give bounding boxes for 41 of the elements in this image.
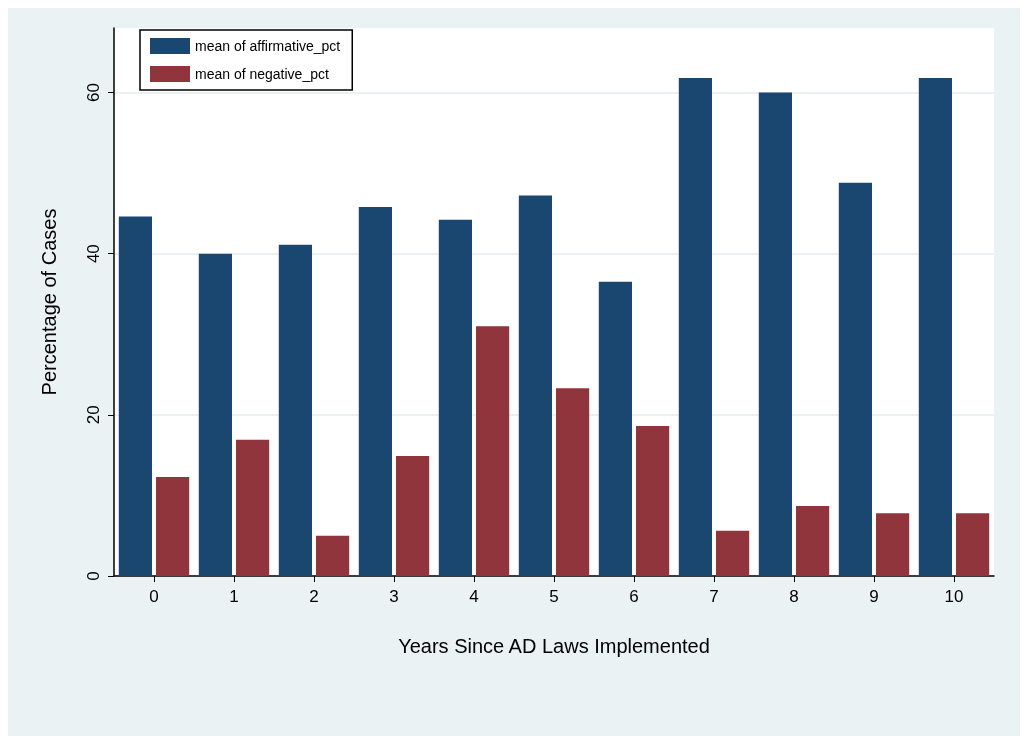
bar <box>235 439 270 576</box>
bar <box>795 505 830 576</box>
y-axis-title: Percentage of Cases <box>38 208 60 396</box>
bar <box>875 513 910 576</box>
legend-label: mean of negative_pct <box>195 66 329 82</box>
bar <box>635 426 670 576</box>
bar <box>758 92 793 576</box>
bar <box>955 513 990 576</box>
bar <box>678 77 713 576</box>
x-tick-label: 6 <box>629 587 639 606</box>
bar <box>395 455 430 576</box>
bar <box>555 388 590 576</box>
bar <box>475 326 510 576</box>
bar <box>438 219 473 576</box>
bar <box>838 182 873 576</box>
x-tick-label: 4 <box>469 587 479 606</box>
bar <box>155 476 190 576</box>
x-axis-title: Years Since AD Laws Implemented <box>398 635 710 657</box>
bar <box>278 244 313 576</box>
x-tick-label: 7 <box>709 587 719 606</box>
x-tick-label: 0 <box>149 587 159 606</box>
bar <box>715 530 750 576</box>
x-tick-label: 8 <box>789 587 799 606</box>
y-tick-label: 0 <box>84 571 103 581</box>
legend-label: mean of affirmative_pct <box>195 38 341 54</box>
bar <box>315 535 350 576</box>
x-tick-label: 10 <box>944 587 964 606</box>
bar <box>598 281 633 576</box>
y-tick-label: 40 <box>84 244 103 264</box>
bar <box>358 206 393 576</box>
x-tick-label: 2 <box>309 587 319 606</box>
x-tick-label: 1 <box>229 587 239 606</box>
bar <box>198 253 233 576</box>
y-tick-label: 20 <box>84 405 103 425</box>
bar <box>918 77 953 576</box>
x-tick-label: 9 <box>869 587 879 606</box>
bar <box>118 216 153 576</box>
y-tick-label: 60 <box>84 83 103 102</box>
bar <box>518 195 553 576</box>
x-tick-label: 3 <box>389 587 399 606</box>
x-tick-label: 5 <box>549 587 559 606</box>
